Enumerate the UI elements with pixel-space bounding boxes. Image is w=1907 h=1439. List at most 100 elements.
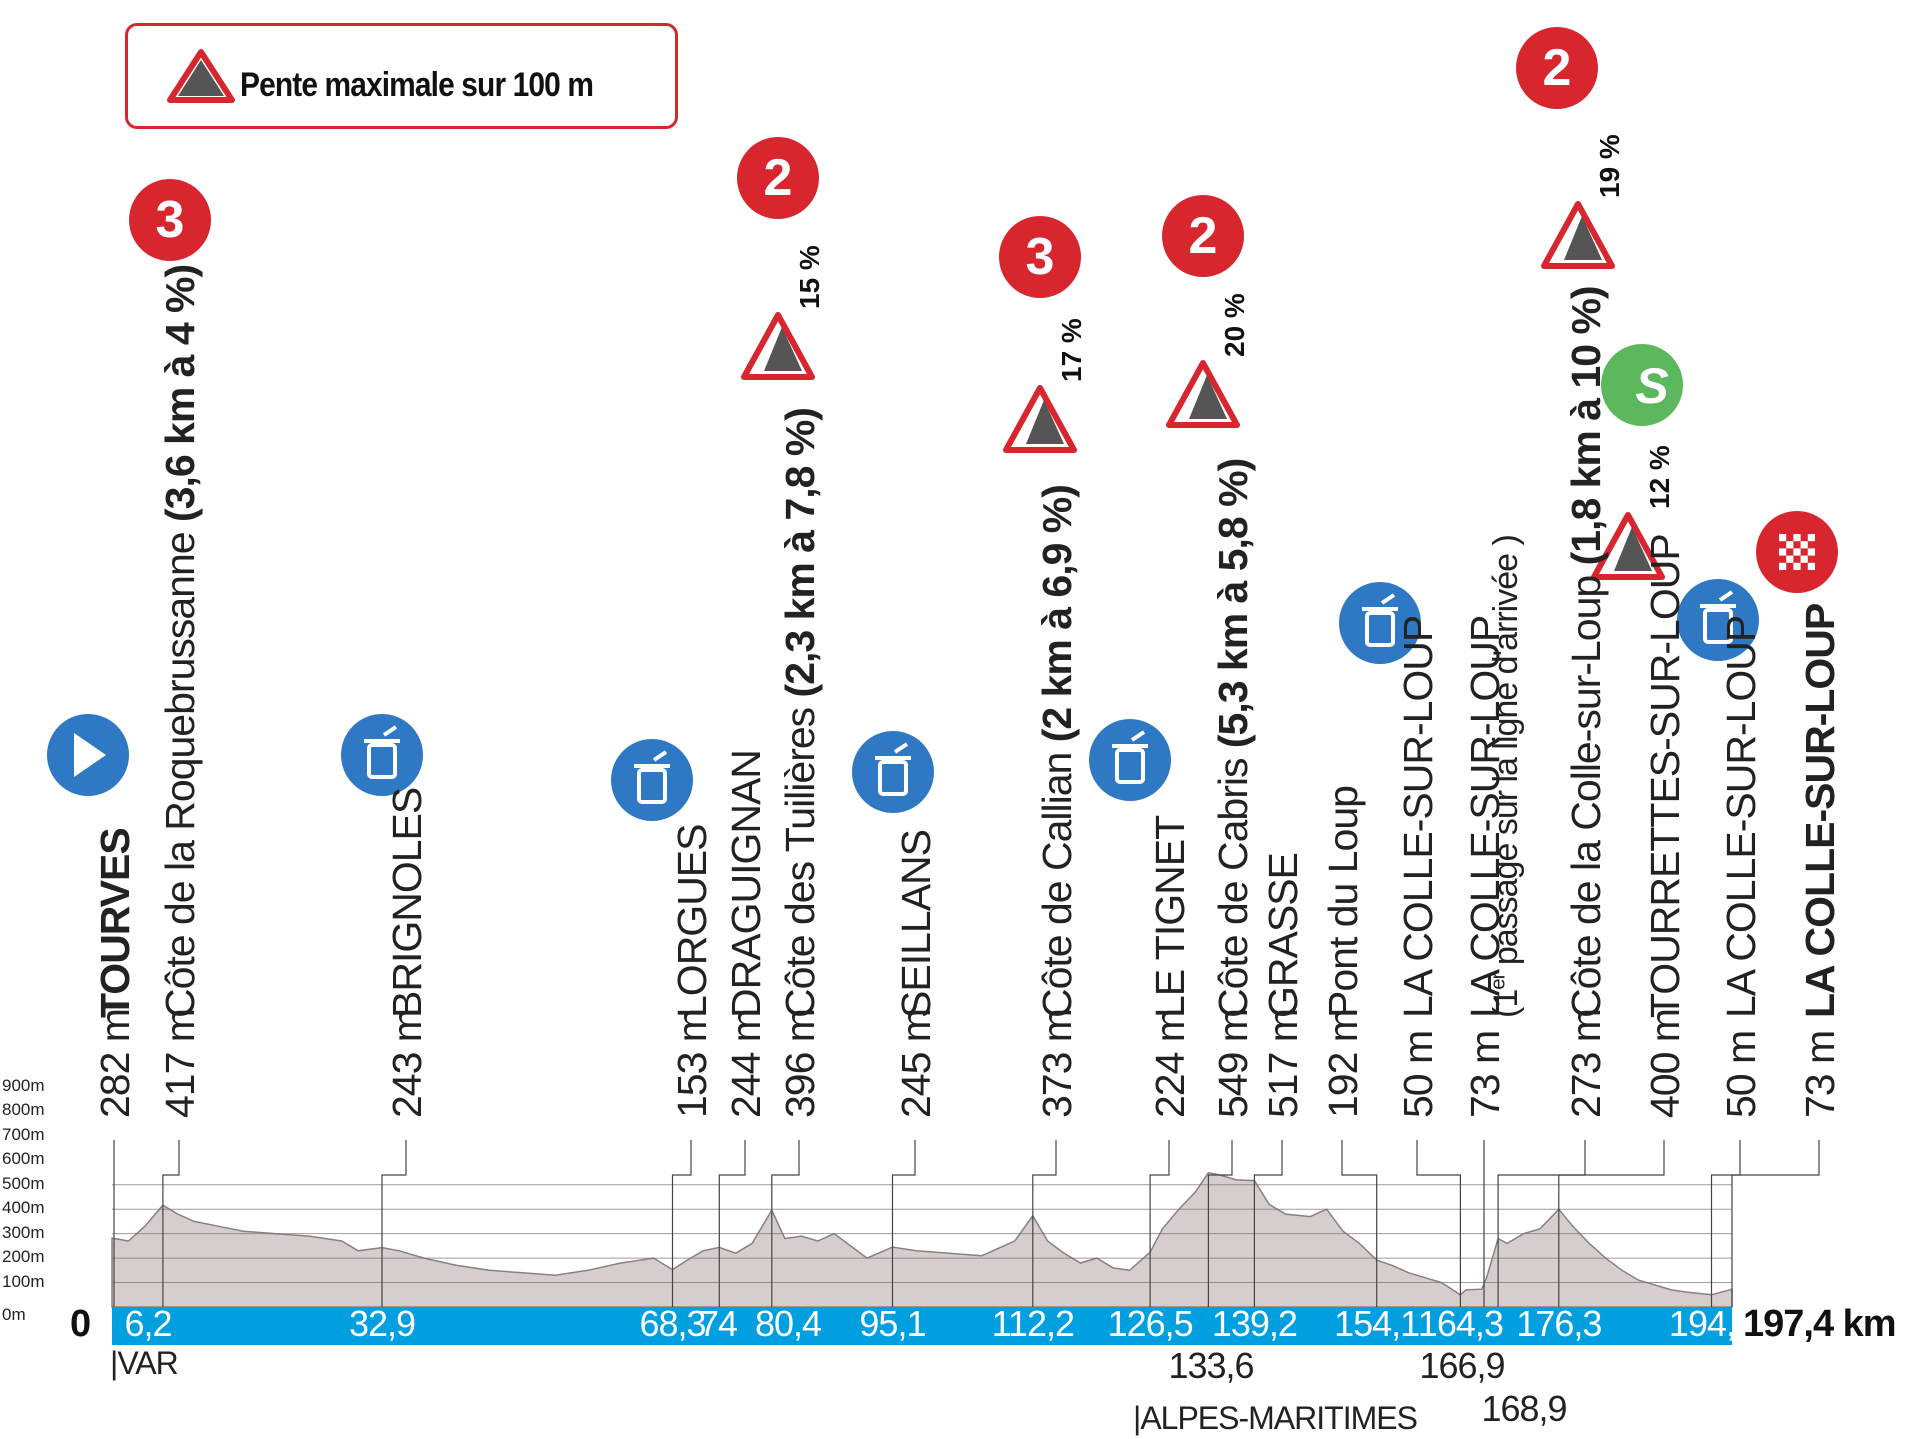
marker-line	[1253, 1140, 1283, 1307]
marker-line	[1149, 1140, 1170, 1307]
marker-line	[381, 1140, 407, 1307]
km-bar-label: 176,3	[1516, 1303, 1602, 1344]
y-tick-label: 700m	[2, 1124, 45, 1144]
km-label-below: 168,9	[1481, 1388, 1567, 1429]
altitude-label: 245 m	[893, 1009, 939, 1118]
max-slope-value: 19 %	[1594, 134, 1625, 198]
climb-detail: (5,3 km à 5,8 %)	[1210, 458, 1256, 749]
altitude-label: 224 m	[1147, 1009, 1193, 1118]
finish-check	[1807, 534, 1815, 542]
max-slope-value: 12 %	[1644, 445, 1675, 509]
feed-zone-icon-bin	[1365, 611, 1395, 647]
y-tick-label: 500m	[2, 1173, 45, 1193]
marker-line	[1710, 1140, 1741, 1307]
climb-category-badge	[1162, 195, 1244, 277]
feed-zone-icon	[341, 714, 423, 796]
finish-check	[1779, 562, 1787, 570]
feed-zone-icon-handle	[893, 742, 909, 754]
finish-check	[1793, 534, 1801, 542]
feed-zone-icon-handle	[1718, 590, 1734, 602]
max-slope-icon-fill	[1614, 527, 1652, 571]
feed-zone-icon	[1339, 582, 1421, 664]
finish-check	[1807, 548, 1815, 556]
y-tick-label: 200m	[2, 1247, 45, 1267]
finish-check	[1786, 541, 1794, 549]
point-name: LE TIGNET	[1147, 815, 1193, 1018]
altitude-label: 400 m	[1642, 1009, 1688, 1118]
altitude-label: 373 m	[1034, 1009, 1080, 1118]
max-slope-value: 20 %	[1219, 293, 1250, 357]
point-name: Côte de Cabris (5,3 km à 5,8 %)	[1210, 458, 1256, 1018]
climb-category-badge-text: 3	[1026, 228, 1055, 286]
start-icon-arrow	[74, 733, 106, 777]
climb-category-badge-text: 2	[1543, 39, 1572, 97]
point-name: SEILLANS	[893, 830, 939, 1018]
finish-check	[1800, 541, 1808, 549]
legend-box	[125, 23, 678, 129]
altitude-label: 73 m	[1797, 1030, 1843, 1118]
altitude-label: 50 m	[1718, 1030, 1764, 1118]
feed-zone-icon-bin	[637, 768, 667, 804]
marker-line	[1207, 1140, 1233, 1307]
marker-line	[1416, 1140, 1462, 1307]
km-bar-label: 164,3	[1417, 1303, 1504, 1344]
max-slope-icon	[167, 49, 235, 103]
km-bar-label: 139,2	[1211, 1303, 1298, 1344]
sprint-icon	[1601, 344, 1683, 426]
point-name: LORGUES	[669, 824, 715, 1019]
climb-category-badge	[129, 179, 211, 261]
y-tick-label: 900m	[2, 1076, 45, 1095]
point-name: Côte de la Roquebrussanne (3,6 km à 4 %)	[157, 264, 203, 1018]
marker-line	[891, 1140, 916, 1307]
max-slope-icon-fill	[1564, 216, 1602, 260]
feed-zone-icon-handle	[382, 725, 398, 737]
km-bar-label: 6,2	[124, 1303, 172, 1344]
point-name: BRIGNOLES	[384, 787, 430, 1018]
finish-check	[1807, 562, 1815, 570]
point-name: TOURVES	[92, 828, 138, 1018]
climb-category-badge	[737, 137, 819, 219]
altitude-label: 153 m	[669, 1009, 715, 1118]
altitude-label: 244 m	[723, 1009, 769, 1118]
altitude-label: 73 m	[1462, 1030, 1508, 1118]
profile-area	[111, 1171, 1733, 1308]
finish-check	[1793, 562, 1801, 570]
km-bar-label: 68,3	[639, 1303, 706, 1344]
y-tick-label: 800m	[2, 1100, 45, 1120]
sprint-icon-text: S	[1635, 358, 1668, 414]
feed-zone-icon	[1089, 719, 1171, 801]
climb-category-badge-text: 2	[1189, 207, 1218, 265]
max-slope-icon-fill	[1026, 400, 1064, 444]
finish-check	[1779, 534, 1787, 542]
feed-zone-icon-handle	[652, 750, 668, 762]
climb-category-badge	[999, 216, 1081, 298]
feed-zone-icon-bin	[367, 743, 397, 779]
point-name: Pont du Loup	[1320, 786, 1366, 1018]
point-name: LA COLLE-SUR-LOUP	[1718, 615, 1764, 1018]
marker-line	[1731, 1140, 1820, 1307]
finish-check	[1786, 555, 1794, 563]
km-label-below: 133,6	[1168, 1345, 1254, 1386]
department-alpes-maritimes: |ALPES-MARITIMES	[1133, 1400, 1418, 1436]
feed-zone-icon-handle	[1380, 593, 1396, 605]
marker-line	[718, 1140, 746, 1307]
legend-text: Pente maximale sur 100 m	[240, 66, 594, 104]
climb-detail: (3,6 km à 4 %)	[157, 264, 203, 523]
first-passage-note: (1er passage sur la ligne d'arrivée )	[1487, 535, 1525, 1018]
department-var: |VAR	[110, 1345, 179, 1381]
finish-check	[1800, 555, 1808, 563]
point-name: LA COLLE-SUR-LOUP	[1395, 615, 1441, 1018]
max-slope-value: 15 %	[794, 245, 825, 309]
max-slope-icon-fill	[1189, 375, 1227, 419]
max-slope-value: 17 %	[1056, 318, 1087, 382]
start-km: 0	[70, 1303, 92, 1345]
km-label-below: 166,9	[1419, 1345, 1505, 1386]
superscript: er	[1487, 973, 1510, 990]
marker-line	[1032, 1140, 1057, 1307]
altitude-label: 396 m	[777, 1009, 823, 1118]
altitude-label: 192 m	[1320, 1009, 1366, 1118]
km-bar-label: 194,9	[1668, 1303, 1755, 1344]
km-bar-label: 80,4	[754, 1303, 822, 1344]
feed-zone-icon-bin	[878, 760, 908, 796]
